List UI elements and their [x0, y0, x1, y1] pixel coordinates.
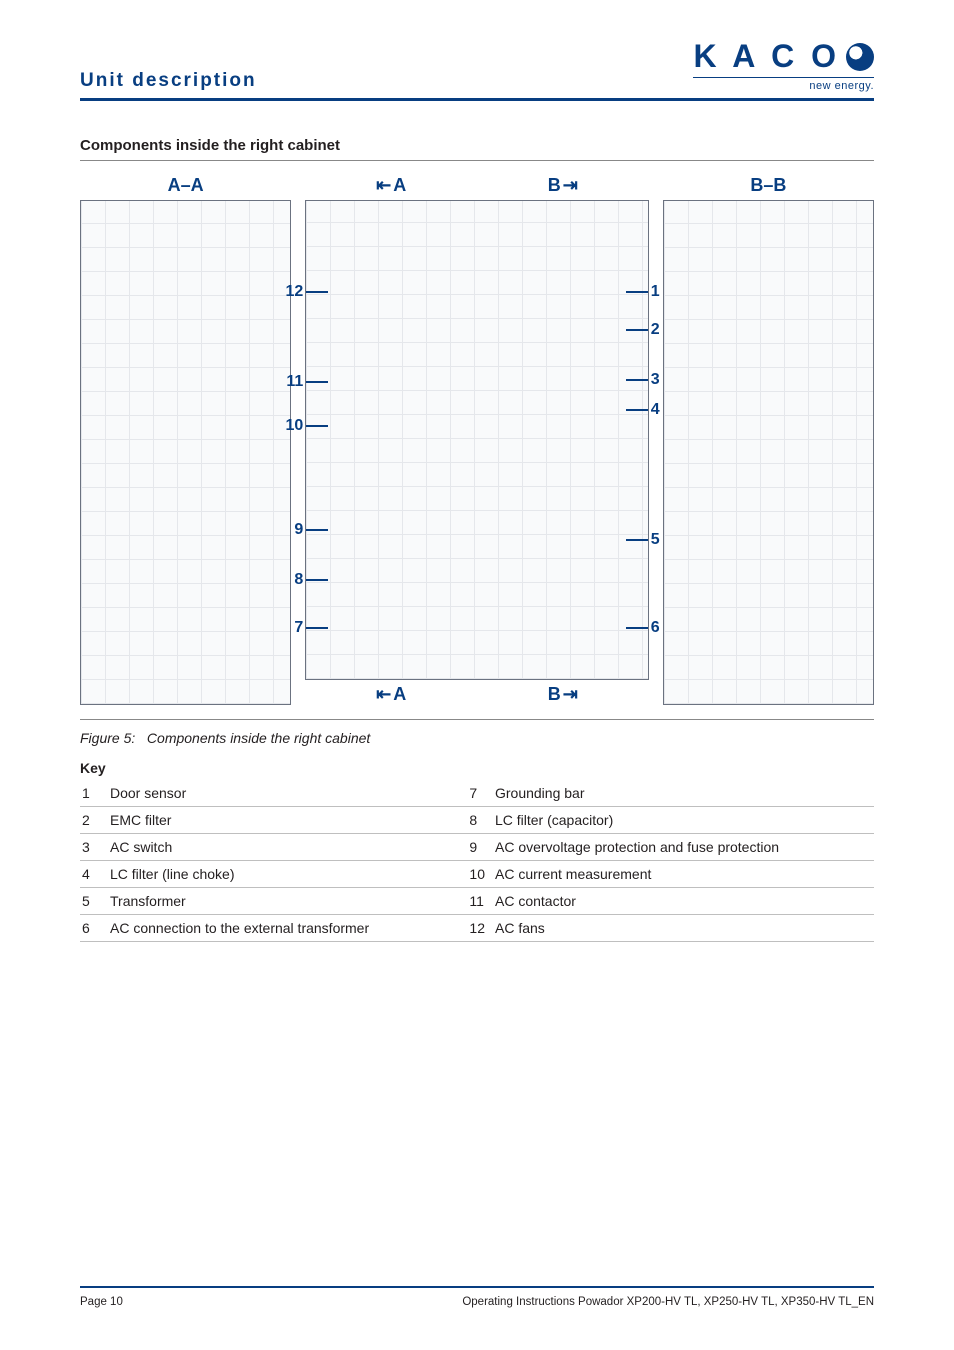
subheading: Components inside the right cabinet [80, 137, 874, 161]
page-footer: Page 10 Operating Instructions Powador X… [80, 1286, 874, 1308]
key-desc: AC contactor [493, 888, 874, 915]
footer-doc-title: Operating Instructions Powador XP200-HV … [462, 1296, 874, 1308]
key-desc: AC fans [493, 915, 874, 942]
callout-leader [306, 579, 328, 581]
panel-title-center: A B [305, 175, 648, 196]
callout-1: 1 [626, 283, 660, 301]
callout-number: 3 [651, 371, 660, 389]
figure-caption-text: Components inside the right cabinet [147, 730, 370, 746]
callout-leader [626, 379, 648, 381]
key-desc: LC filter (capacitor) [493, 807, 874, 834]
key-row: 6AC connection to the external transform… [80, 915, 874, 942]
section-marker-a-bottom: A [376, 684, 406, 705]
footer-page-number: Page 10 [80, 1296, 123, 1308]
page-header: Unit description K A C O new energy. [80, 38, 874, 101]
callout-leader [306, 627, 328, 629]
callout-number: 8 [294, 571, 303, 589]
callout-number: 6 [651, 619, 660, 637]
key-desc: AC connection to the external transforme… [108, 915, 449, 942]
brand-tagline: new energy. [693, 77, 874, 92]
key-num: 4 [80, 861, 108, 888]
callout-leader [306, 425, 328, 427]
figure-panel-bb: B–B [663, 175, 874, 705]
callout-12: 12 [286, 283, 329, 301]
key-desc: AC current measurement [493, 861, 874, 888]
key-num: 8 [449, 807, 493, 834]
panel-title-aa: A–A [168, 175, 204, 196]
callout-number: 4 [651, 401, 660, 419]
key-num: 5 [80, 888, 108, 915]
callout-number: 2 [651, 321, 660, 339]
section-title: Unit description [80, 70, 257, 92]
key-desc: Transformer [108, 888, 449, 915]
key-num: 7 [449, 780, 493, 807]
callout-leader [306, 529, 328, 531]
brand-logo: K A C O new energy. [693, 38, 874, 92]
key-num: 11 [449, 888, 493, 915]
callout-leader [626, 329, 648, 331]
figure-area: A–A A B 121110987 123456 A B B–B [80, 175, 874, 705]
cabinet-drawing-bb [663, 200, 874, 705]
callout-leader [626, 291, 648, 293]
callout-11: 11 [286, 373, 328, 391]
callout-leader [626, 409, 648, 411]
callout-3: 3 [626, 371, 660, 389]
key-row: 1Door sensor7Grounding bar [80, 780, 874, 807]
key-num: 6 [80, 915, 108, 942]
key-table: 1Door sensor7Grounding bar2EMC filter8LC… [80, 780, 874, 942]
callout-4: 4 [626, 401, 660, 419]
key-num: 3 [80, 834, 108, 861]
figure-panel-front: A B 121110987 123456 A B [305, 175, 648, 705]
callout-number: 7 [294, 619, 303, 637]
figure-number: Figure 5: [80, 730, 135, 746]
brand-logo-text: K A C O [693, 38, 874, 75]
key-row: 5Transformer11AC contactor [80, 888, 874, 915]
callout-number: 5 [651, 531, 660, 549]
callout-6: 6 [626, 619, 660, 637]
callout-number: 10 [286, 417, 304, 435]
key-desc: AC switch [108, 834, 449, 861]
callout-leader [626, 539, 648, 541]
callout-10: 10 [286, 417, 329, 435]
callout-5: 5 [626, 531, 660, 549]
key-desc: EMC filter [108, 807, 449, 834]
callout-leader [306, 381, 328, 383]
panel-title-bb: B–B [750, 175, 786, 196]
brand-swirl-icon [846, 43, 874, 71]
key-num: 10 [449, 861, 493, 888]
key-desc: Door sensor [108, 780, 449, 807]
figure-caption: Figure 5: Components inside the right ca… [80, 730, 874, 746]
key-row: 2EMC filter8LC filter (capacitor) [80, 807, 874, 834]
panel-bottom-markers: A B [305, 684, 648, 705]
cabinet-drawing-front: 121110987 123456 [305, 200, 648, 680]
key-num: 12 [449, 915, 493, 942]
callout-7: 7 [294, 619, 328, 637]
key-desc: AC overvoltage protection and fuse prote… [493, 834, 874, 861]
key-row: 3AC switch9AC overvoltage protection and… [80, 834, 874, 861]
callout-number: 12 [286, 283, 304, 301]
callout-9: 9 [294, 521, 328, 539]
key-num: 2 [80, 807, 108, 834]
callout-number: 1 [651, 283, 660, 301]
callout-8: 8 [294, 571, 328, 589]
section-marker-b-bottom: B [548, 684, 578, 705]
figure-rule [80, 719, 874, 720]
callout-leader [306, 291, 328, 293]
callout-number: 9 [294, 521, 303, 539]
key-row: 4LC filter (line choke)10AC current meas… [80, 861, 874, 888]
brand-logo-letters: K A C O [693, 38, 840, 75]
key-num: 1 [80, 780, 108, 807]
key-heading: Key [80, 760, 874, 776]
key-num: 9 [449, 834, 493, 861]
section-marker-a-top: A [376, 175, 406, 196]
key-desc: LC filter (line choke) [108, 861, 449, 888]
callout-leader [626, 627, 648, 629]
figure-panel-aa: A–A [80, 175, 291, 705]
callout-number: 11 [286, 373, 303, 391]
cabinet-drawing-aa [80, 200, 291, 705]
key-desc: Grounding bar [493, 780, 874, 807]
callout-2: 2 [626, 321, 660, 339]
section-marker-b-top: B [548, 175, 578, 196]
